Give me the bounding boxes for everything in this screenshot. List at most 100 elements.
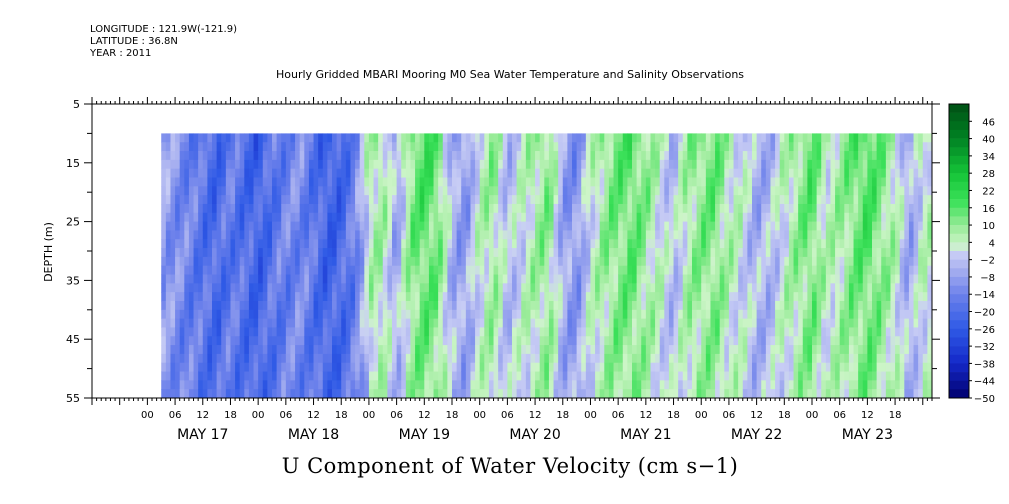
heatmap-cell — [498, 256, 504, 267]
heatmap-cell — [835, 336, 841, 346]
heatmap-cell — [756, 221, 762, 231]
heatmap-cell — [890, 168, 896, 178]
heatmap-cell — [918, 345, 924, 355]
heatmap-cell — [622, 177, 628, 187]
heatmap-cell — [904, 327, 910, 337]
heatmap-cell — [304, 142, 310, 152]
heatmap-cell — [350, 203, 356, 214]
heatmap-cell — [752, 318, 758, 328]
heatmap-cell — [258, 362, 264, 372]
heatmap-cell — [728, 133, 734, 143]
heatmap-cell — [659, 133, 665, 143]
heatmap-cell — [479, 239, 485, 249]
heatmap-cell — [788, 362, 794, 372]
heatmap-cell — [765, 318, 771, 328]
heatmap-cell — [673, 203, 679, 214]
heatmap-cell — [207, 300, 213, 311]
heatmap-cell — [419, 133, 425, 143]
heatmap-cell — [876, 221, 882, 231]
heatmap-cell — [387, 389, 393, 399]
heatmap-cell — [696, 151, 702, 161]
heatmap-cell — [692, 203, 698, 214]
heatmap-cell — [664, 283, 670, 293]
heatmap-cell — [188, 318, 194, 328]
heatmap-cell — [285, 327, 291, 337]
heatmap-cell — [456, 239, 462, 249]
heatmap-cell — [655, 142, 661, 152]
heatmap-cell — [881, 133, 887, 143]
heatmap-cell — [724, 186, 730, 196]
heatmap-cell — [622, 283, 628, 293]
heatmap-cell — [650, 274, 656, 284]
heatmap-cell — [710, 159, 716, 170]
heatmap-cell — [322, 380, 328, 390]
heatmap-cell — [345, 371, 351, 381]
heatmap-cell — [807, 345, 813, 355]
heatmap-cell — [276, 221, 282, 231]
heatmap-cell — [299, 380, 305, 390]
heatmap-cell — [641, 380, 647, 390]
heatmap-cell — [539, 239, 545, 249]
heatmap-cell — [839, 265, 845, 275]
heatmap-cell — [313, 283, 319, 293]
heatmap-cell — [696, 133, 702, 143]
heatmap-cell — [752, 186, 758, 196]
heatmap-cell — [664, 168, 670, 178]
heatmap-cell — [728, 186, 734, 196]
heatmap-cell — [701, 300, 707, 311]
heatmap-cell — [742, 309, 748, 320]
heatmap-cell — [424, 221, 430, 231]
heatmap-cell — [539, 300, 545, 311]
heatmap-cell — [890, 380, 896, 390]
heatmap-cell — [364, 168, 370, 178]
heatmap-cell — [812, 151, 818, 161]
heatmap-cell — [387, 159, 393, 170]
heatmap-cell — [918, 380, 924, 390]
heatmap-cell — [599, 133, 605, 143]
heatmap-cell — [165, 186, 171, 196]
heatmap-cell — [816, 230, 822, 240]
heatmap-cell — [913, 195, 919, 205]
heatmap-cell — [913, 292, 919, 302]
heatmap-cell — [853, 186, 859, 196]
heatmap-cell — [636, 142, 642, 152]
heatmap-cell — [239, 186, 245, 196]
heatmap-cell — [525, 283, 531, 293]
heatmap-cell — [636, 133, 642, 143]
heatmap-cell — [848, 327, 854, 337]
heatmap-cell — [355, 133, 361, 143]
heatmap-cell — [853, 221, 859, 231]
heatmap-cell — [853, 380, 859, 390]
heatmap-cell — [687, 159, 693, 170]
heatmap-cell — [618, 327, 624, 337]
heatmap-cell — [345, 274, 351, 284]
heatmap-cell — [396, 353, 402, 364]
heatmap-cell — [525, 336, 531, 346]
heatmap-cell — [696, 230, 702, 240]
heatmap-cell — [345, 389, 351, 399]
heatmap-cell — [572, 274, 578, 284]
heatmap-cell — [668, 133, 674, 143]
heatmap-cell — [258, 221, 264, 231]
heatmap-cell — [632, 292, 638, 302]
heatmap-cell — [553, 362, 559, 372]
heatmap-cell — [775, 203, 781, 214]
heatmap-cell — [341, 159, 347, 170]
heatmap-cell — [705, 230, 711, 240]
heatmap-cell — [202, 256, 208, 267]
heatmap-cell — [392, 318, 398, 328]
heatmap-cell — [368, 318, 374, 328]
heatmap-cell — [548, 168, 554, 178]
heatmap-cell — [775, 336, 781, 346]
heatmap-cell — [318, 186, 324, 196]
heatmap-cell — [295, 389, 301, 399]
heatmap-cell — [322, 300, 328, 311]
heatmap-cell — [881, 300, 887, 311]
heatmap-cell — [793, 142, 799, 152]
heatmap-cell — [641, 371, 647, 381]
heatmap-cell — [632, 159, 638, 170]
heatmap-cell — [267, 371, 273, 381]
heatmap-cell — [327, 274, 333, 284]
heatmap-cell — [830, 336, 836, 346]
heatmap-cell — [908, 186, 914, 196]
